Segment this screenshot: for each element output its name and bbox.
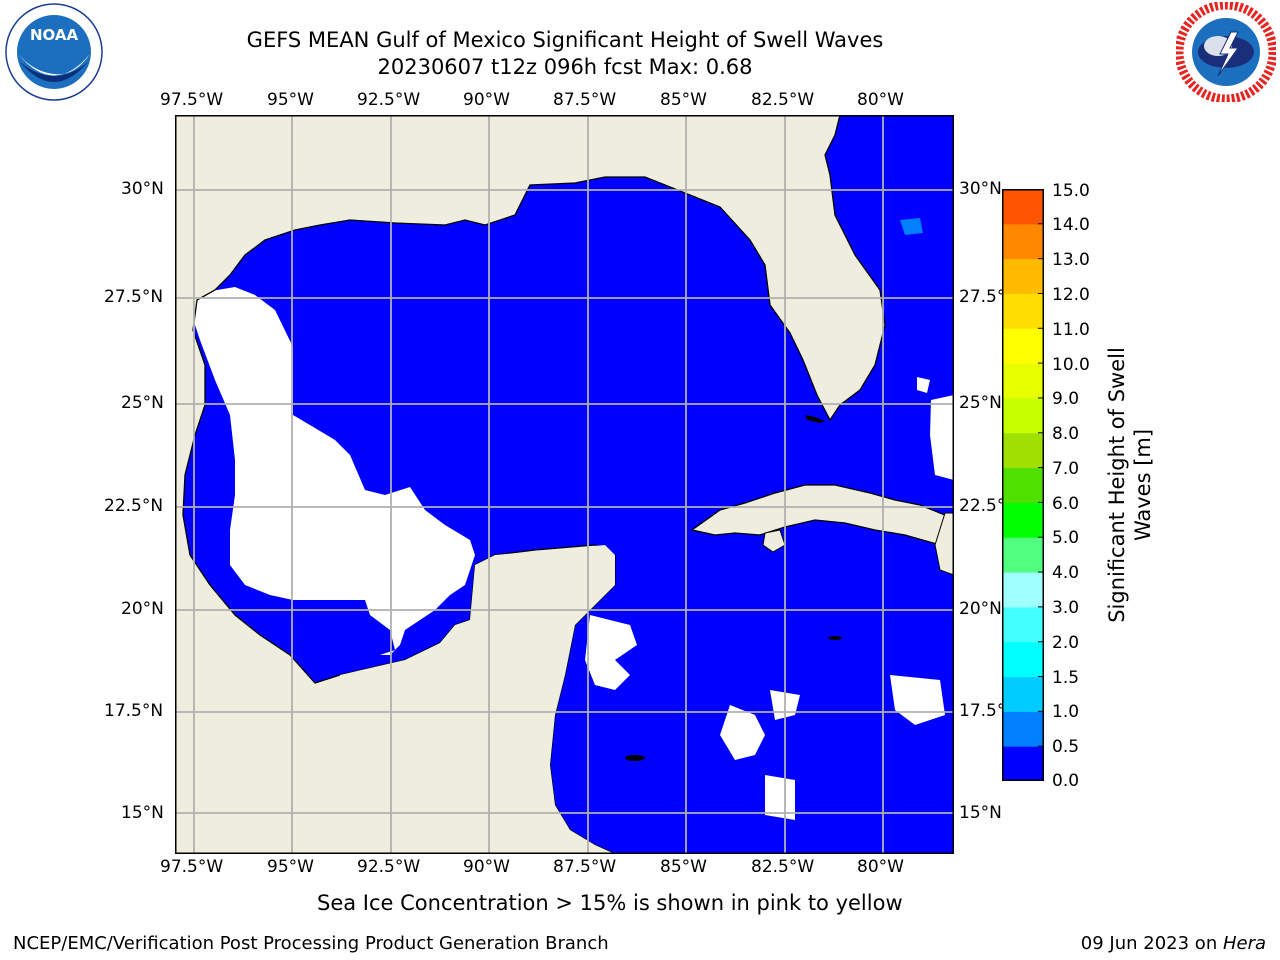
calm-sea-atlantic-2 [930, 395, 954, 480]
colorbar-segment [1002, 328, 1044, 364]
lat-label-right: 30°N [959, 179, 1002, 199]
colorbar-tick-label: 0.0 [1052, 771, 1080, 791]
colorbar-svg [1002, 189, 1044, 782]
colorbar-segment [1002, 746, 1044, 782]
colorbar-segment [1002, 258, 1044, 294]
colorbar-segment [1002, 293, 1044, 329]
colorbar-tick-label: 14.0 [1052, 215, 1090, 235]
colorbar-frame [1002, 189, 1044, 781]
colorbar-tick-label: 1.0 [1052, 702, 1080, 722]
colorbar-segment [1002, 711, 1044, 747]
lat-label-left: 30°N [121, 179, 164, 199]
colorbar-tick-label: 3.0 [1052, 598, 1080, 618]
graticule [175, 115, 954, 854]
isle-of-youth [762, 529, 786, 553]
map-svg [174, 114, 955, 855]
bay-islands [625, 755, 645, 761]
lat-label-left: 17.5°N [104, 701, 164, 721]
colorbar-tick-label: 10.0 [1052, 355, 1090, 375]
footer-date: 09 Jun 2023 on Hera [1081, 933, 1266, 954]
colorbar-segment [1002, 676, 1044, 712]
colorbar-tick-label: 4.0 [1052, 563, 1080, 583]
noaa-logo-text: NOAA [30, 26, 79, 44]
lon-label-bottom: 95°W [267, 857, 314, 877]
map-panel [174, 114, 955, 855]
colorbar-segment [1002, 502, 1044, 538]
lon-label-bottom: 97.5°W [160, 857, 224, 877]
lon-label-bottom: 82.5°W [751, 857, 815, 877]
colorbar-segment [1002, 223, 1044, 260]
colorbar-tick-label: 0.5 [1052, 737, 1080, 757]
colorbar-tick-label: 12.0 [1052, 285, 1090, 305]
calm-sea-caribbean-5 [765, 775, 795, 820]
lat-label-left: 25°N [121, 393, 164, 413]
calm-sea-atlantic-1 [917, 377, 930, 393]
bay-of-campeche-patch [295, 600, 395, 655]
colorbar-title-line2: Waves [m] [1131, 428, 1155, 542]
lat-label-left: 20°N [121, 599, 164, 619]
nws-logo [1174, 0, 1278, 104]
colorbar-segment [1002, 467, 1044, 503]
colorbar-segment [1002, 572, 1044, 608]
lon-label-top: 90°W [463, 90, 510, 110]
colorbar-tick-label: 11.0 [1052, 320, 1090, 340]
lat-label-left: 22.5°N [104, 496, 164, 516]
chart-title: GEFS MEAN Gulf of Mexico Significant Hei… [246, 28, 884, 52]
sea-ice-note: Sea Ice Concentration > 15% is shown in … [317, 891, 903, 915]
atlantic-swell-patch [900, 218, 923, 235]
noaa-logo: NOAA [4, 2, 104, 102]
calm-sea-caribbean-2 [720, 705, 765, 760]
colorbar [1002, 189, 1044, 782]
florida-keys [805, 415, 825, 423]
footer-date-text: 09 Jun 2023 on [1080, 933, 1223, 954]
lon-label-top: 82.5°W [751, 90, 815, 110]
colorbar-tick-label: 5.0 [1052, 528, 1080, 548]
calm-sea-caribbean-1 [585, 615, 637, 690]
lon-label-bottom: 87.5°W [553, 857, 617, 877]
lat-label-right: 15°N [959, 803, 1002, 823]
lat-label-right: 20°N [959, 599, 1002, 619]
lon-label-top: 85°W [660, 90, 707, 110]
lon-label-top: 80°W [857, 90, 904, 110]
lon-label-bottom: 90°W [463, 857, 510, 877]
colorbar-segment [1002, 397, 1044, 434]
colorbar-segment [1002, 641, 1044, 678]
colorbar-tick-label: 13.0 [1052, 250, 1090, 270]
colorbar-segment [1002, 363, 1044, 399]
colorbar-tick-label: 8.0 [1052, 424, 1080, 444]
colorbar-tick-label: 6.0 [1052, 494, 1080, 514]
lon-label-bottom: 85°W [660, 857, 707, 877]
colorbar-tick-label: 9.0 [1052, 389, 1080, 409]
lat-label-left: 27.5°N [104, 287, 164, 307]
lon-label-bottom: 80°W [857, 857, 904, 877]
colorbar-segment [1002, 537, 1044, 573]
colorbar-tick-label: 2.0 [1052, 633, 1080, 653]
lat-label-right: 25°N [959, 393, 1002, 413]
colorbar-tick-label: 1.5 [1052, 668, 1080, 688]
colorbar-tick-label: 15.0 [1052, 181, 1090, 201]
lat-label-left: 15°N [121, 803, 164, 823]
lon-label-top: 87.5°W [553, 90, 617, 110]
map-frame [175, 115, 954, 854]
calm-sea-west [187, 287, 475, 655]
footer-credit: NCEP/EMC/Verification Post Processing Pr… [13, 933, 609, 954]
colorbar-segment [1002, 189, 1044, 225]
lon-label-top: 92.5°W [357, 90, 421, 110]
colorbar-segment [1002, 606, 1044, 643]
footer-host: Hera [1222, 933, 1266, 954]
lon-label-bottom: 92.5°W [357, 857, 421, 877]
colorbar-segment [1002, 432, 1044, 469]
colorbar-title-line1: Significant Height of Swell [1105, 347, 1129, 623]
chart-subtitle: 20230607 t12z 096h fcst Max: 0.68 [377, 55, 753, 79]
colorbar-tick-label: 7.0 [1052, 459, 1080, 479]
cayman-islands [828, 636, 842, 640]
lon-label-top: 97.5°W [160, 90, 224, 110]
lon-label-top: 95°W [267, 90, 314, 110]
central-america-land [305, 545, 615, 854]
